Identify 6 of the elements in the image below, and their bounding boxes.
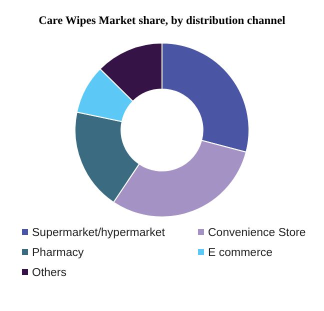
legend-label: Others bbox=[32, 267, 67, 279]
legend-label: E commerce bbox=[208, 247, 273, 259]
chart-title: Care Wipes Market share, by distribution channel bbox=[38, 15, 286, 27]
legend-label: Pharmacy bbox=[32, 247, 84, 259]
legend-label: Convenience Store bbox=[208, 227, 306, 239]
legend-label: Supermarket/hypermarket bbox=[32, 227, 166, 239]
